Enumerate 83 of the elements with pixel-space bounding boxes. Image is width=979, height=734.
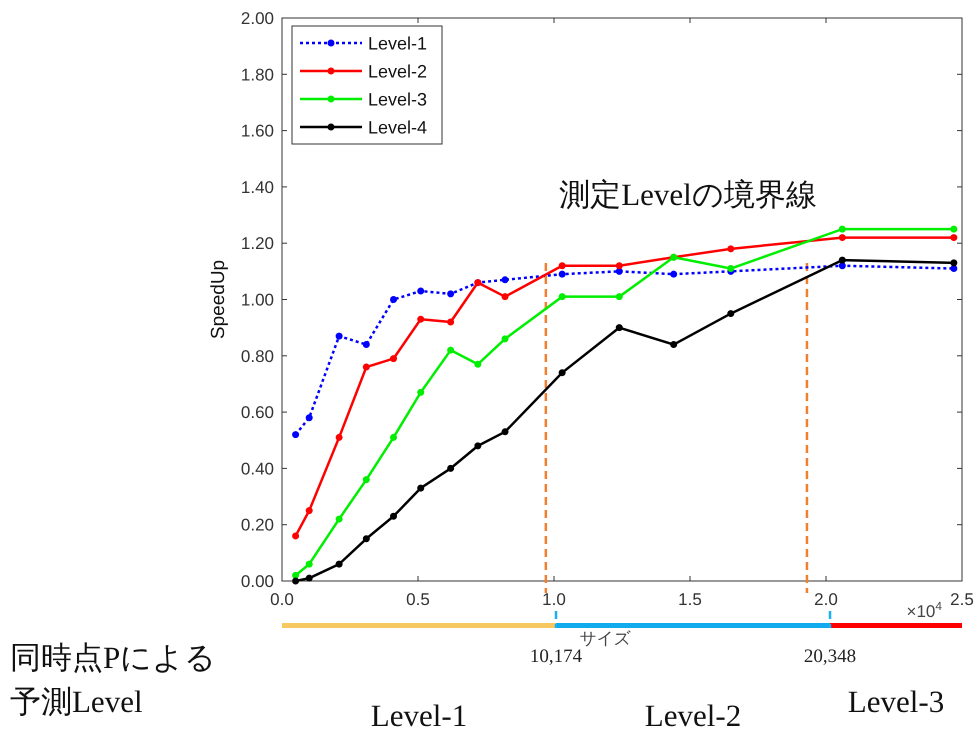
x-tick-label: 2.5 (950, 590, 974, 609)
text: 20,348 (804, 646, 856, 667)
point (390, 434, 398, 441)
point (306, 507, 313, 514)
point (306, 574, 313, 582)
point (362, 535, 370, 542)
x-tick-label: 1.5 (678, 590, 702, 609)
point (447, 318, 454, 326)
point (292, 532, 300, 540)
text: 10,174 (530, 646, 583, 667)
point (292, 431, 300, 438)
point (616, 262, 623, 270)
text: 同時点Pによる (10, 640, 216, 675)
y-tick-label: 0.80 (240, 346, 274, 366)
legend-label: Level-1 (368, 33, 428, 54)
text: ×10$^{4}$ (906, 599, 942, 621)
point (447, 346, 454, 354)
x-tick-label: 2.0 (814, 590, 838, 609)
point (292, 578, 300, 584)
point (362, 364, 370, 371)
point (390, 512, 398, 520)
point (727, 265, 734, 272)
y-tick-label: 2.00 (240, 8, 274, 28)
point (417, 288, 424, 295)
y-tick-label: 1.00 (240, 290, 274, 310)
point (390, 296, 398, 303)
annotation: 測定Levelの境界線 (559, 177, 817, 212)
point (727, 245, 734, 252)
point (306, 414, 313, 422)
point (336, 332, 343, 340)
y-tick-label: 0.00 (240, 572, 274, 591)
text: Level-2 (644, 698, 742, 733)
x-axis-title: サイズ (580, 629, 632, 648)
point (390, 355, 398, 362)
point (502, 335, 509, 342)
legend-label: Level-2 (368, 61, 428, 82)
point (670, 341, 678, 348)
point (616, 324, 623, 332)
point (447, 464, 454, 472)
y-tick-label: 0.40 (240, 459, 274, 478)
point (838, 226, 846, 233)
point (362, 476, 370, 484)
point (474, 442, 482, 450)
y-tick-label: 1.40 (240, 178, 274, 197)
point (474, 360, 482, 368)
y-tick-label: 1.60 (240, 122, 274, 141)
y-axis-title: SpeedUp (208, 260, 229, 340)
point (950, 226, 958, 233)
x-tick-label: 1.0 (542, 590, 566, 609)
point (417, 316, 424, 323)
point (306, 560, 313, 568)
y-tick-label: 0.60 (240, 403, 274, 422)
point (502, 276, 509, 284)
y-tick-label: 1.80 (240, 65, 274, 84)
point (417, 484, 424, 492)
point (502, 293, 509, 300)
point (447, 290, 454, 298)
point (727, 310, 734, 318)
point (838, 256, 846, 264)
point (670, 270, 678, 278)
legend-label: Level-4 (368, 117, 428, 138)
x-tick-label: 0.0 (270, 590, 294, 609)
point (558, 369, 566, 376)
text: 予測Level (10, 684, 143, 719)
point (616, 293, 623, 300)
y-tick-label: 1.20 (240, 234, 274, 254)
point (950, 259, 958, 266)
point (417, 388, 424, 396)
point (362, 341, 370, 348)
point (502, 428, 509, 436)
text: Level-1 (370, 698, 468, 733)
x-tick-label: 0.5 (406, 590, 430, 609)
point (336, 516, 343, 523)
y-tick-label: 0.20 (240, 516, 274, 535)
text: Level-3 (848, 684, 944, 719)
legend-label: Level-3 (368, 89, 428, 110)
point (558, 270, 566, 278)
point (950, 234, 958, 242)
point (838, 234, 846, 242)
point (558, 262, 566, 270)
point (336, 434, 343, 441)
point (336, 560, 343, 568)
point (558, 293, 566, 300)
